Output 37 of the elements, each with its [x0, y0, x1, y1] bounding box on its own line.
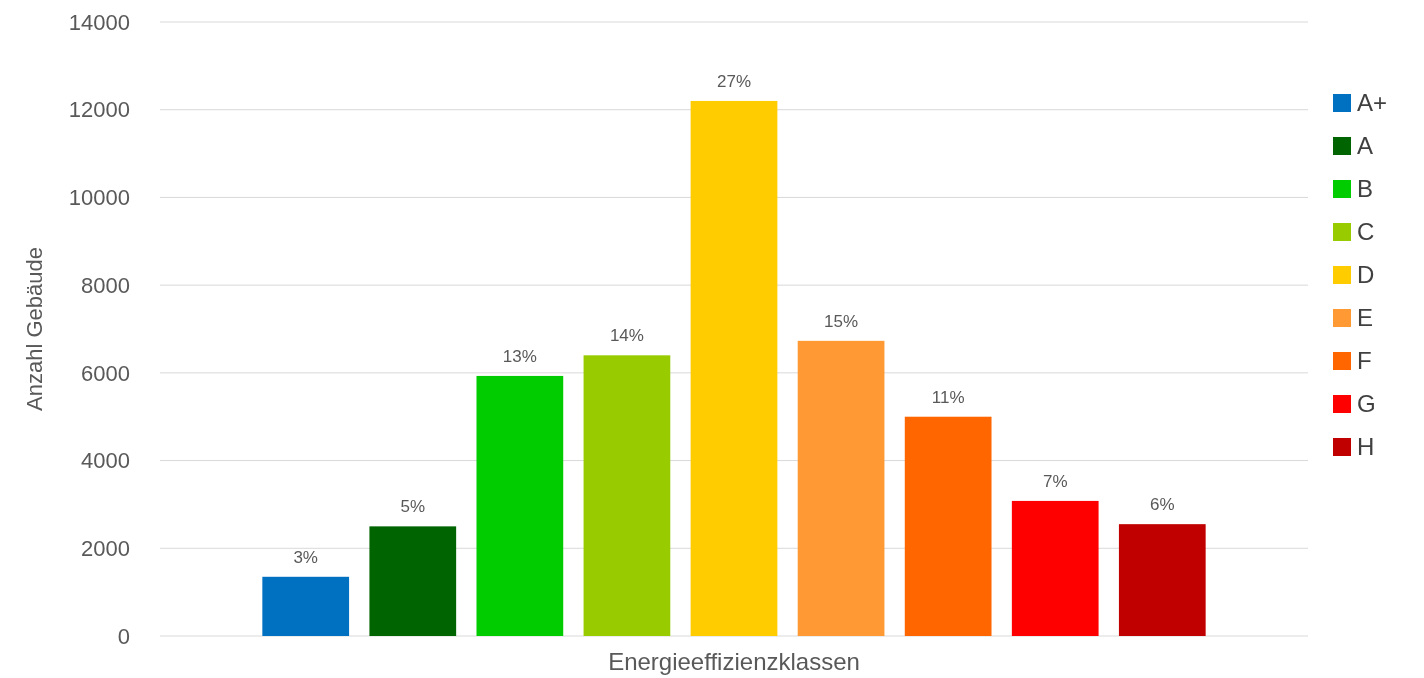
bar	[797, 340, 885, 636]
legend-label: G	[1357, 390, 1376, 418]
y-tick-label: 6000	[81, 360, 130, 386]
bar	[476, 375, 564, 636]
legend-label: E	[1357, 304, 1374, 332]
annotation: 6%	[1150, 495, 1175, 515]
y-tick-label: 0	[117, 623, 130, 649]
annotation: 7%	[1042, 471, 1068, 491]
legend-label: H	[1357, 433, 1375, 461]
y-tick-label: 10000	[68, 185, 130, 211]
annotation: 27%	[716, 71, 752, 91]
y-tick-label: 8000	[81, 272, 130, 298]
bar	[583, 355, 671, 636]
y-tick-label: 4000	[81, 448, 130, 474]
legend-label: B	[1357, 175, 1374, 203]
y-tick-label: 12000	[68, 97, 130, 123]
legend-label: A	[1357, 132, 1374, 160]
y-axis-title: Anzahl Gebäude	[22, 247, 47, 411]
annotation: 5%	[400, 497, 426, 517]
annotation: 14%	[609, 326, 644, 346]
legend-label: A+	[1357, 89, 1388, 117]
legend-label: F	[1357, 347, 1372, 375]
bar	[1118, 524, 1206, 636]
x-axis-title: Energieeffizienzklassen	[608, 648, 860, 675]
legend-label: D	[1357, 261, 1375, 289]
bar	[262, 576, 350, 636]
bar	[1011, 500, 1099, 636]
annotation: 11%	[931, 387, 965, 407]
y-tick-label: 14000	[68, 9, 130, 35]
legend-label: C	[1357, 218, 1375, 246]
annotation: 15%	[824, 311, 859, 331]
annotation: 13%	[502, 346, 537, 366]
y-tick-label: 2000	[81, 535, 130, 561]
annotation: 3%	[293, 547, 318, 567]
bar	[369, 526, 457, 636]
bar	[904, 416, 992, 636]
bar	[690, 100, 778, 636]
